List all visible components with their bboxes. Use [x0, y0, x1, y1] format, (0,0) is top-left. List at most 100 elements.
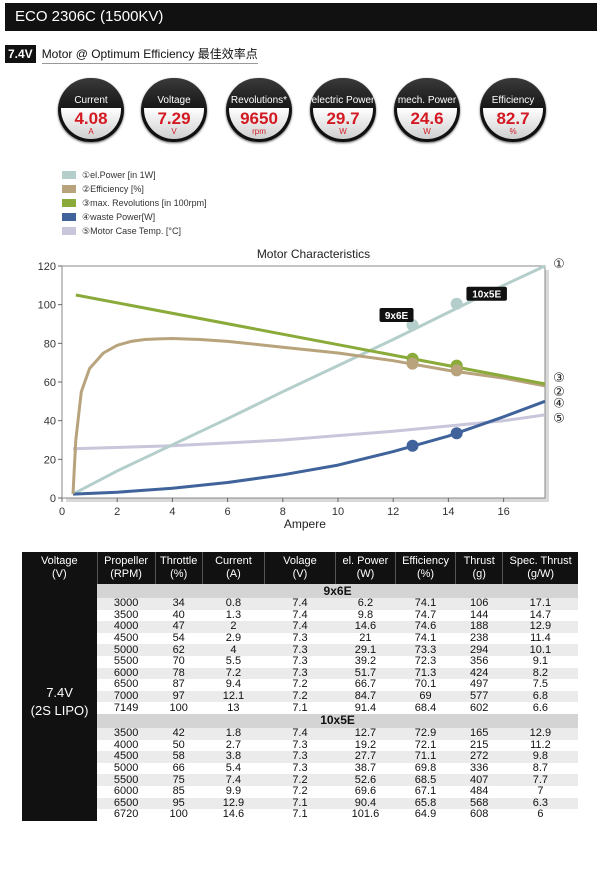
table-cell: 3000 — [97, 598, 156, 610]
table-cell: 47 — [155, 621, 203, 633]
column-header: Efficiency (%) — [395, 552, 457, 584]
stat-value-panel: 4.08 A — [61, 108, 121, 139]
table-cell: 72.9 — [395, 728, 456, 740]
x-tick-label: 0 — [59, 506, 65, 518]
table-cell: 238 — [455, 633, 503, 645]
table-cell: 7.3 — [264, 668, 336, 680]
table-row: 3500 40 1.3 7.4 9.8 74.7 144 14.7 — [22, 610, 578, 622]
table-row: 6720 100 14.6 7.1 101.6 64.9 608 6 — [22, 809, 578, 821]
table-cell: 6.8 — [502, 691, 578, 703]
legend-label: ④waste Power[W] — [82, 211, 156, 222]
table-cell: 144 — [455, 610, 503, 622]
voltage-cell-line: 7.4V — [46, 685, 73, 701]
table-cell: 74.1 — [395, 598, 456, 610]
table-cell: 4 — [202, 644, 265, 656]
table-cell: 10.1 — [502, 644, 578, 656]
data-point — [450, 364, 463, 377]
table-cell: 52.6 — [335, 774, 396, 786]
table-cell: 9.8 — [502, 751, 578, 763]
table-row: 7000 97 12.1 7.2 84.7 69 577 6.8 — [22, 691, 578, 703]
table-cell: 5000 — [97, 763, 156, 775]
table-cell: 11.2 — [502, 740, 578, 752]
stat-value: 9650 — [240, 109, 278, 128]
table-cell: 7.7 — [502, 774, 578, 786]
table-cell: 7000 — [97, 691, 156, 703]
table-cell: 7.3 — [264, 763, 336, 775]
chart-title: Motor Characteristics — [257, 247, 370, 261]
table-row: 4500 58 3.8 7.3 27.7 71.1 272 9.8 — [22, 751, 578, 763]
stat-value: 29.7 — [326, 109, 360, 128]
table-cell: 72.3 — [395, 656, 456, 668]
stat-label: Efficiency — [491, 95, 535, 106]
y-tick-label: 40 — [44, 416, 56, 428]
table-header-row: Voltage (V) Propeller (RPM) Throttle (%) Curre… — [22, 552, 578, 584]
table-cell: 64.9 — [395, 809, 456, 821]
stat-mech-power: mech. Power 24.6 W — [394, 78, 460, 142]
table-cell: 4500 — [97, 633, 156, 645]
data-point — [406, 357, 419, 370]
table-section-row: 7.4V (2S LIPO) 9x6E — [22, 584, 578, 821]
x-axis-label: Ampere — [284, 517, 326, 531]
stat-label: electric Power — [311, 95, 375, 106]
stat-label: mech. Power — [397, 95, 457, 106]
table-cell: 6 — [502, 809, 578, 821]
table-cell: 87 — [155, 679, 203, 691]
table-cell: 5.5 — [202, 656, 265, 668]
table-cell: 100 — [155, 702, 203, 714]
chart-legend: ①el.Power [in 1W] ②Efficiency [%] ③max. Re… — [62, 168, 207, 238]
legend-item: ①el.Power [in 1W] — [62, 168, 207, 182]
data-point — [450, 297, 463, 310]
table-cell: 95 — [155, 797, 203, 810]
y-tick-label: 100 — [38, 300, 56, 312]
table-cell: 17.1 — [502, 598, 578, 610]
table-cell: 106 — [455, 598, 503, 610]
table-cell: 7.3 — [264, 740, 336, 752]
table-cell: 8.7 — [502, 763, 578, 775]
series-end-marker: ⑤ — [553, 411, 565, 426]
stat-revolutions: Revolutions* 9650 rpm — [226, 78, 292, 142]
legend-label: ③max. Revolutions [in 100rpm] — [82, 197, 207, 208]
table-cell: 356 — [455, 656, 503, 668]
data-point — [450, 427, 463, 440]
table-cell: 6000 — [97, 786, 156, 798]
table-row: 4000 47 2 7.4 14.6 74.6 188 12.9 — [22, 621, 578, 633]
stat-value: 7.29 — [157, 109, 191, 128]
table-cell: 12.7 — [335, 728, 396, 740]
legend-swatch — [62, 199, 76, 207]
stat-value-panel: 82.7% — [483, 108, 543, 139]
table-cell: 27.7 — [335, 751, 396, 763]
table-cell: 215 — [455, 740, 503, 752]
table-cell: 5000 — [97, 644, 156, 656]
table-cell: 6720 — [97, 809, 156, 821]
y-tick-label: 120 — [38, 261, 56, 273]
table-cell: 72.1 — [395, 740, 456, 752]
column-header: Volage (V) — [264, 552, 336, 584]
table-cell: 165 — [455, 728, 503, 740]
table-cell: 568 — [455, 797, 503, 810]
table-cell: 68.4 — [395, 702, 456, 714]
stat-voltage: Voltage 7.29 V — [141, 78, 207, 142]
table-row: 5500 70 5.5 7.3 39.2 72.3 356 9.1 — [22, 656, 578, 668]
column-header: Current (A) — [202, 552, 266, 584]
x-tick-label: 10 — [332, 506, 344, 518]
legend-item: ③max. Revolutions [in 100rpm] — [62, 196, 207, 210]
data-point — [406, 318, 419, 331]
table-cell: 62 — [155, 644, 203, 656]
table-cell: 73.3 — [395, 644, 456, 656]
table-cell: 8.2 — [502, 668, 578, 680]
table-cell: 70 — [155, 656, 203, 668]
table-cell: 7.4 — [264, 598, 336, 610]
table-cell: 336 — [455, 763, 503, 775]
table-row: 3000 34 0.8 7.4 6.2 74.1 106 17.1 — [22, 598, 578, 610]
table-cell: 19.2 — [335, 740, 396, 752]
table-row: 5000 66 5.4 7.3 38.7 69.8 336 8.7 — [22, 763, 578, 775]
table-cell: 1.3 — [202, 610, 265, 622]
stat-value: 82.7 — [496, 109, 530, 128]
table-cell: 7.3 — [264, 656, 336, 668]
table-row: 7149 100 13 7.1 91.4 68.4 602 6.6 — [22, 702, 578, 714]
table-cell: 66.7 — [335, 679, 396, 691]
table-cell: 602 — [455, 702, 503, 714]
performance-table-wrapper: Voltage (V) Propeller (RPM) Throttle (%) Curre… — [22, 552, 578, 821]
point-label: 9x6E — [385, 311, 409, 322]
series-end-marker: ④ — [553, 395, 565, 410]
